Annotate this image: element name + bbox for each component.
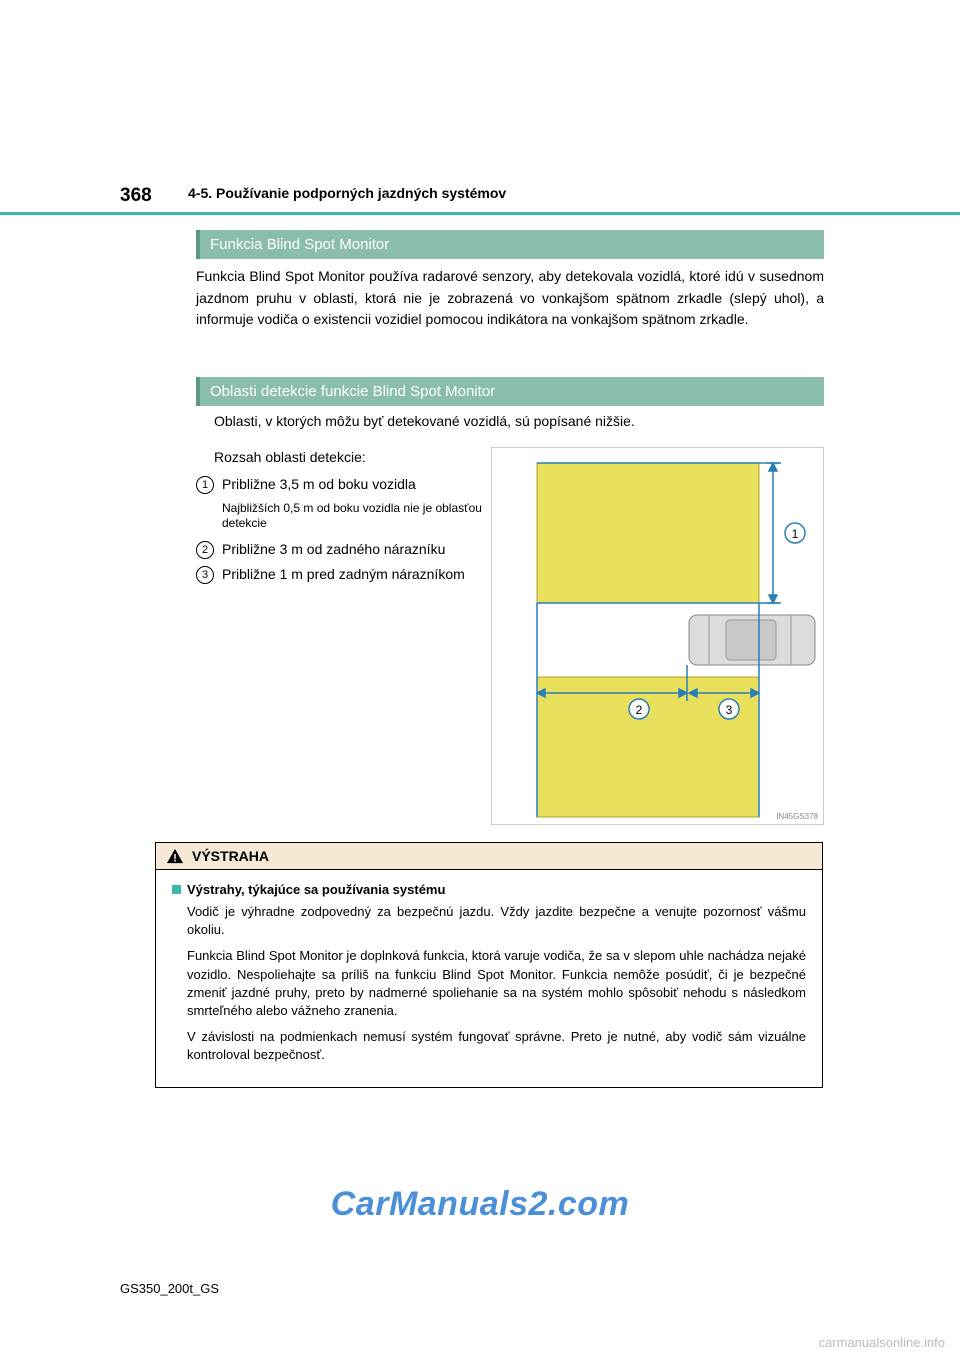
detection-list: 1 Približne 3,5 m od boku vozidla Najbli… — [196, 475, 486, 591]
list-num-icon: 3 — [196, 566, 214, 584]
warning-title: VÝSTRAHA — [192, 848, 269, 864]
list-item: 2 Približne 3 m od zadného nárazníku — [196, 540, 486, 560]
footer-model: GS350_200t_GS — [120, 1281, 219, 1296]
warning-box: ! VÝSTRAHA Výstrahy, týkajúce sa používa… — [155, 842, 823, 1088]
chapter-title: 4-5. Používanie podporných jazdných syst… — [188, 185, 506, 201]
list-item: 3 Približne 1 m pred zadným nárazníkom — [196, 565, 486, 585]
diagram-code: IN45GS378 — [776, 812, 818, 821]
diagram-svg: 1 2 3 — [491, 447, 824, 825]
section-heading-bsm: Funkcia Blind Spot Monitor — [196, 230, 824, 259]
list-num-icon: 2 — [196, 541, 214, 559]
list-subtext: Najbližších 0,5 m od boku vozidla nie je… — [222, 501, 486, 532]
detection-diagram: 1 2 3 IN45GS378 — [491, 447, 824, 825]
section2-intro: Oblasti, v ktorých môžu byť detekované v… — [214, 413, 824, 429]
list-text: Približne 1 m pred zadným nárazníkom — [222, 565, 486, 585]
warning-body: Výstrahy, týkajúce sa používania systému… — [156, 870, 822, 1087]
warning-subtitle: Výstrahy, týkajúce sa používania systému — [187, 882, 445, 897]
warning-header: ! VÝSTRAHA — [156, 843, 822, 870]
list-num-icon: 1 — [196, 476, 214, 494]
section1-paragraph: Funkcia Blind Spot Monitor používa radar… — [196, 266, 824, 331]
footer-site: carmanualsonline.info — [819, 1335, 945, 1350]
section-heading-areas: Oblasti detekcie funkcie Blind Spot Moni… — [196, 377, 824, 406]
svg-text:2: 2 — [636, 703, 643, 717]
svg-text:!: ! — [173, 852, 177, 864]
manual-page: 368 4-5. Používanie podporných jazdných … — [0, 0, 960, 1358]
watermark: CarManuals2.com — [0, 1185, 960, 1224]
warning-subtitle-row: Výstrahy, týkajúce sa používania systému — [172, 882, 806, 897]
page-number: 368 — [120, 185, 152, 207]
warning-p1: Vodič je výhradne zodpovedný za bezpečnú… — [187, 903, 806, 939]
header-rule — [0, 212, 960, 215]
warning-p3: V závislosti na podmienkach nemusí systé… — [187, 1028, 806, 1064]
list-text: Približne 3 m od zadného nárazníku — [222, 540, 486, 560]
list-item: 1 Približne 3,5 m od boku vozidla — [196, 475, 486, 495]
svg-text:1: 1 — [792, 527, 799, 541]
list-text: Približne 3,5 m od boku vozidla — [222, 475, 486, 495]
bullet-icon — [172, 885, 181, 894]
range-title: Rozsah oblasti detekcie: — [214, 449, 366, 465]
car-icon — [689, 615, 815, 665]
warning-icon: ! — [166, 848, 184, 864]
svg-text:3: 3 — [726, 703, 733, 717]
warning-p2: Funkcia Blind Spot Monitor je doplnková … — [187, 947, 806, 1020]
